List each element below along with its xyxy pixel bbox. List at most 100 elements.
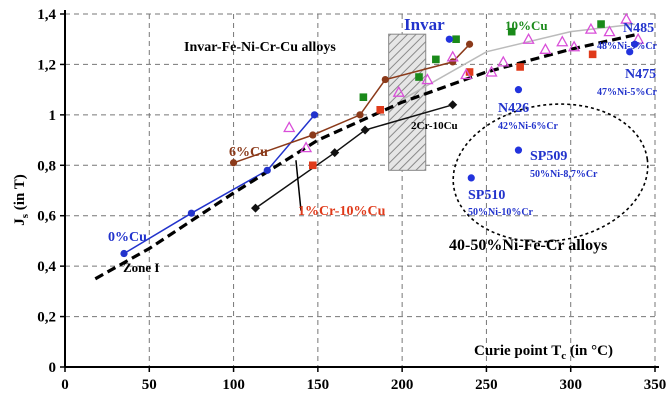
series-3-point (376, 106, 385, 114)
series-0-point (187, 209, 196, 217)
y-tick-label: 1,2 (37, 57, 56, 73)
invar-label: Invar (404, 15, 445, 34)
series-1-point (309, 131, 317, 139)
y-tick-label: 0,2 (37, 310, 56, 326)
n475-comp: 47%Ni-5%Cr (597, 87, 658, 98)
series-1-point (381, 75, 389, 84)
series-5-point (497, 55, 510, 67)
annotations: Invar Invar-Fe-Ni-Cr-Cu alloys 40-50%Ni-… (12, 15, 658, 362)
series-6-point (626, 48, 634, 56)
x-axis-title-unit: (in °C) (566, 343, 613, 359)
series-3-point (465, 68, 474, 76)
family1-label: Invar-Fe-Ni-Cr-Cu alloys (184, 40, 336, 55)
series-4-point (507, 27, 516, 36)
n426-label: N426 (498, 101, 529, 116)
x-axis-title-main: Curie point T (474, 343, 561, 359)
x-tick-label: 100 (222, 377, 245, 393)
y-axis-title-sub: s (19, 213, 31, 218)
y-tick-label: 0,6 (37, 209, 56, 225)
series-line-0 (123, 114, 316, 255)
series-6-point (514, 86, 523, 94)
x-tick-label: 0 (61, 377, 69, 393)
series-0-point (310, 111, 319, 119)
x-tick-label: 150 (307, 377, 330, 393)
series-4-point (452, 35, 460, 44)
series-3-point (309, 161, 317, 170)
cr1cu10-label: 1%Cr-10%Cu (298, 204, 386, 219)
n426-comp: 42%Ni-6%Cr (498, 121, 559, 132)
x-tick-label: 250 (475, 377, 498, 393)
x-tick-label: 300 (559, 377, 582, 393)
series-5-point (299, 141, 313, 153)
hatched-region (388, 33, 427, 171)
x-axis-title-sub: c (561, 350, 566, 362)
sp510-comp: 50%Ni-10%Cr (468, 207, 534, 218)
series-3-point (516, 63, 524, 71)
main-trend-line (94, 32, 639, 281)
sp510-label: SP510 (468, 188, 505, 203)
series-5-point (603, 25, 616, 37)
series-4-point (597, 20, 605, 28)
y-axis-title-main: J (12, 218, 28, 226)
series-6-point (514, 146, 523, 154)
series-4-point (415, 73, 423, 81)
y-axis-title-unit: (in T) (12, 174, 28, 214)
x-axis-title: Curie point Tc (in °C) (474, 343, 613, 362)
zone-label: Zone I (123, 260, 159, 275)
hatched-band (388, 33, 649, 243)
axes: 0 50 100 150 200 250 300 350 0 0,2 0,4 0,6 0,8 1 1,2 1,… (37, 7, 666, 393)
series-5-point (584, 22, 598, 34)
y-tick-label: 1 (49, 108, 57, 124)
series-3-point (588, 50, 597, 59)
n485-comp: 48%Ni-5%Cr (597, 41, 658, 52)
series-6-point (467, 174, 475, 182)
series-1-point (229, 159, 238, 167)
series-2-point (448, 100, 458, 110)
sp509-label: SP509 (530, 149, 567, 164)
series-5-point (485, 65, 498, 77)
series-5-point (421, 73, 434, 85)
grid (65, 13, 656, 367)
n475-label: N475 (625, 67, 656, 82)
series-5-point (567, 40, 581, 52)
y-tick-label: 0,4 (37, 259, 56, 275)
cr2cu10-label: 2Cr-10Cu (411, 120, 458, 132)
series-line-1 (233, 43, 471, 164)
x-tick-label: 350 (644, 377, 667, 393)
series-5-point (522, 32, 535, 44)
cu6-label: 6%Cu (229, 145, 268, 160)
ni-fe-cr-ellipse (452, 103, 649, 243)
series-2-point (360, 125, 370, 135)
cu0-label: 0%Cu (108, 230, 147, 245)
series-5-point (556, 35, 569, 47)
label-pointer-line (295, 160, 302, 211)
series-5-point (283, 121, 296, 133)
series-4-point (432, 55, 440, 64)
y-tick-label: 0,8 (37, 158, 56, 174)
x-tick-label: 200 (391, 377, 414, 393)
series-5-point (620, 12, 633, 24)
series-2-point (330, 148, 340, 158)
cu10-label: 10%Cu (505, 18, 548, 33)
series-5-point (392, 85, 405, 97)
series-5-point (460, 68, 473, 80)
sp509-comp: 50%Ni-8,7%Cr (530, 169, 598, 180)
series-1-point (356, 111, 364, 119)
series-0-point (120, 249, 128, 258)
series-6-point (445, 35, 453, 43)
series-line-2 (255, 104, 453, 209)
series-2-point (250, 203, 260, 213)
n485-label: N485 (623, 21, 654, 36)
series-1-point (449, 58, 457, 66)
series-5-point (539, 42, 552, 54)
y-axis-title: Js (in T) (12, 174, 31, 226)
x-tick-label: 50 (142, 377, 157, 393)
data-points (120, 12, 645, 258)
series-5-point (446, 50, 459, 62)
y-tick-label: 0 (49, 360, 57, 376)
family2-label: 40-50%Ni-Fe-Cr alloys (449, 237, 607, 254)
series-4-point (359, 93, 368, 102)
series-6-point (631, 40, 639, 48)
series-0-point (263, 166, 271, 174)
